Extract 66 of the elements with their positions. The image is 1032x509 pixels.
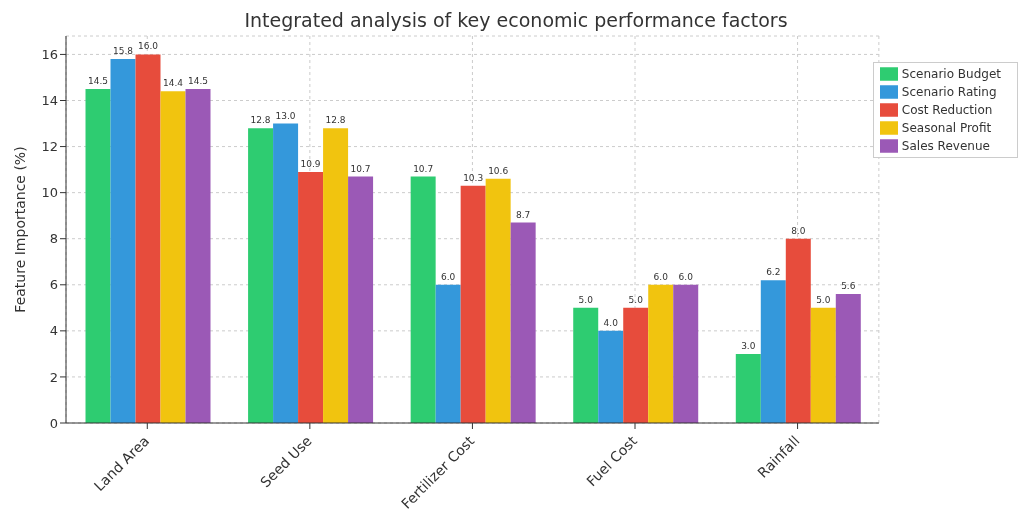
data-label: 6.0 [678, 271, 694, 282]
data-label: 3.0 [741, 340, 756, 351]
bar [760, 280, 786, 423]
bar [160, 91, 186, 423]
y-tick-label: 12 [41, 139, 58, 155]
bar [735, 353, 761, 423]
y-tick-label: 10 [41, 185, 58, 201]
bar [323, 128, 349, 423]
bar [673, 284, 699, 423]
bar [623, 307, 649, 423]
data-label: 10.9 [300, 158, 321, 169]
data-label: 10.3 [463, 172, 484, 183]
y-tick-label: 2 [49, 369, 58, 385]
y-tick-label: 8 [49, 231, 58, 247]
chart-title: Integrated analysis of key economic performance factors [243, 8, 789, 32]
bar [810, 307, 836, 423]
bar [460, 185, 486, 423]
bar [648, 284, 674, 423]
y-tick-label: 4 [49, 323, 58, 339]
data-label: 10.6 [488, 165, 509, 176]
data-label: 6.2 [766, 267, 781, 278]
bar [485, 178, 511, 423]
data-label: 6.0 [653, 271, 669, 282]
data-label: 8.7 [515, 209, 531, 220]
bar [85, 88, 111, 423]
bar [248, 128, 274, 423]
legend-label: Sales Revenue [901, 138, 990, 153]
bar [573, 307, 599, 423]
y-axis-title: Feature Importance (%) [11, 146, 28, 313]
bar [348, 176, 374, 423]
bar [435, 284, 461, 423]
y-tick-label: 16 [41, 47, 58, 63]
bar [785, 238, 811, 423]
data-label: 12.8 [325, 115, 346, 126]
y-tick-label: 0 [49, 415, 58, 431]
legend-label: Seasonal Profit [901, 120, 992, 135]
data-label: 14.4 [162, 78, 184, 89]
data-label: 5.0 [816, 294, 831, 305]
bar [598, 330, 624, 423]
y-tick-label: 6 [49, 277, 58, 293]
legend-label: Scenario Rating [901, 84, 997, 99]
data-label: 8.0 [791, 225, 806, 236]
data-label: 14.5 [187, 75, 209, 86]
bar [135, 54, 161, 423]
data-label: 5.6 [841, 281, 856, 291]
bar [110, 59, 136, 423]
bar [273, 123, 299, 423]
data-label: 12.8 [250, 115, 271, 126]
legend-label: Scenario Budget [901, 66, 1001, 81]
bar [835, 294, 861, 423]
data-label: 4.0 [603, 317, 619, 328]
data-label: 10.7 [413, 163, 434, 174]
bar [298, 171, 324, 423]
data-label: 5.0 [578, 294, 594, 305]
data-label: 15.8 [112, 46, 134, 57]
bar [510, 222, 536, 423]
bar [185, 88, 211, 423]
bar [410, 176, 436, 423]
data-label: 6.0 [440, 271, 456, 282]
legend-label: Cost Reduction [901, 102, 993, 117]
data-label: 14.5 [87, 75, 109, 86]
y-tick-label: 14 [41, 93, 58, 109]
data-label: 13.0 [275, 110, 296, 121]
data-label: 5.0 [628, 294, 644, 305]
data-label: 10.7 [350, 163, 371, 174]
data-label: 16.0 [137, 41, 159, 52]
